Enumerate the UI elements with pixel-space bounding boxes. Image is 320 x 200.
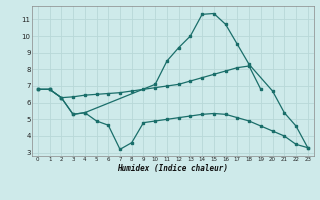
X-axis label: Humidex (Indice chaleur): Humidex (Indice chaleur) — [117, 164, 228, 173]
